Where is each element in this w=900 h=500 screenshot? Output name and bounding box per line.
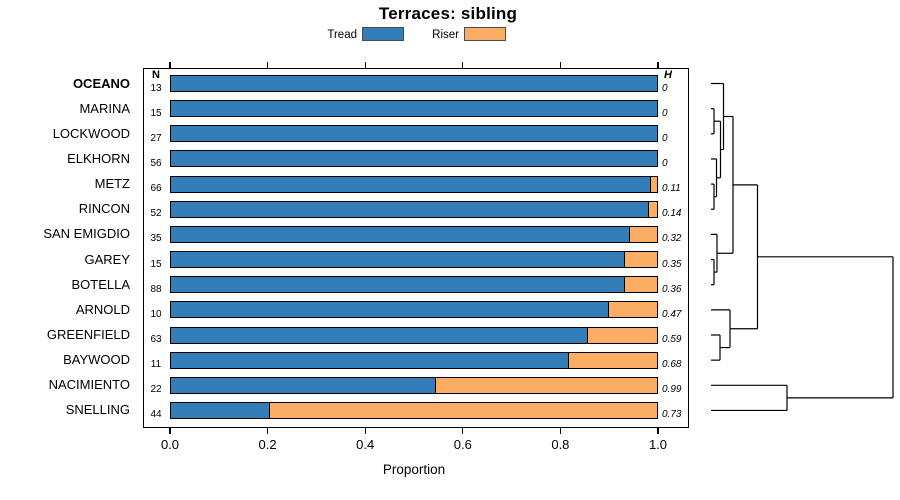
bar-segment-riser <box>567 351 658 369</box>
x-axis-tick-label: 0.4 <box>356 437 375 452</box>
bar-segment-tread <box>170 100 658 118</box>
legend-label-tread: Tread <box>327 29 357 41</box>
category-label: BAYWOOD <box>63 352 130 368</box>
n-value: 15 <box>150 107 162 119</box>
n-column-header: N <box>152 68 160 81</box>
x-axis-tick-label: 0.6 <box>453 437 472 452</box>
h-value: 0.68 <box>662 359 682 371</box>
n-value: 66 <box>150 183 162 195</box>
h-value: 0.59 <box>662 334 682 345</box>
legend-swatch-riser <box>464 27 506 41</box>
category-label: GAREY <box>84 251 130 267</box>
x-axis-tick-top <box>657 61 659 68</box>
n-value: 44 <box>150 409 162 421</box>
n-value: 11 <box>150 359 162 371</box>
h-value: 0.36 <box>662 283 682 295</box>
x-axis-tick-top <box>364 61 366 68</box>
category-label: SAN EMIGDIO <box>43 226 130 242</box>
bar-segment-tread <box>170 125 658 143</box>
category-label: ELKHORN <box>67 150 130 166</box>
chart-title: Terraces: sibling <box>378 4 518 23</box>
h-value: 0.32 <box>662 233 682 245</box>
h-value: 0.99 <box>662 384 682 396</box>
x-axis-tick-bottom <box>364 427 366 434</box>
category-label: GREENFIELD <box>46 327 130 342</box>
h-value: 0.35 <box>662 258 682 270</box>
category-label: MARINA <box>79 100 130 116</box>
x-axis-tick-top <box>266 61 269 68</box>
h-value: 0.11 <box>662 183 681 195</box>
x-axis-tick-label: 1.0 <box>648 437 668 452</box>
n-value: 27 <box>150 132 162 144</box>
n-value: 35 <box>150 233 162 245</box>
h-value: 0.73 <box>662 409 682 421</box>
x-axis-tick-bottom <box>657 427 659 434</box>
h-value: 0 <box>662 107 668 119</box>
x-axis-tick-label: 0.0 <box>160 437 180 452</box>
bar-segment-riser <box>649 175 658 193</box>
bar-segment-tread <box>170 150 658 168</box>
legend-label-riser: Riser <box>432 29 459 41</box>
x-axis-tick-label: 0.8 <box>551 437 570 452</box>
bar-segment-riser <box>628 225 658 243</box>
n-value: 52 <box>150 208 162 220</box>
x-axis-tick-label: 0.2 <box>258 437 277 452</box>
category-label: ARNOLD <box>75 301 130 317</box>
category-label: BOTELLA <box>71 276 130 292</box>
bar-segment-riser <box>434 376 658 394</box>
n-value: 88 <box>150 283 162 295</box>
bar-segment-tread <box>170 75 658 92</box>
h-value: 0 <box>662 82 668 94</box>
n-value: 10 <box>150 308 162 320</box>
h-column-header: H <box>664 68 672 81</box>
category-label: SNELLING <box>65 402 130 418</box>
bar-segment-riser <box>623 276 658 294</box>
n-value: 63 <box>150 334 162 345</box>
category-label: METZ <box>94 176 130 192</box>
category-label: LOCKWOOD <box>52 125 130 141</box>
category-label: NACIMIENTO <box>48 377 130 393</box>
x-axis-tick-top <box>169 61 171 68</box>
x-axis-tick-bottom <box>169 427 171 434</box>
x-axis-tick-bottom <box>462 427 464 434</box>
x-axis-tick-bottom <box>559 427 562 434</box>
x-axis-tick-bottom <box>266 427 269 434</box>
x-axis-tick-top <box>559 61 562 68</box>
x-axis-label: Proportion <box>382 462 446 477</box>
bar-segment-riser <box>623 251 658 269</box>
n-value: 22 <box>150 384 162 396</box>
h-value: 0 <box>662 132 668 144</box>
bar-segment-riser <box>647 200 658 218</box>
h-value: 0.47 <box>662 308 682 320</box>
bar-segment-riser <box>268 401 658 419</box>
n-value: 13 <box>150 82 162 94</box>
category-label: OCEANO <box>72 75 130 91</box>
bar-segment-riser <box>607 301 658 319</box>
x-axis-tick-top <box>462 61 464 68</box>
category-label: RINCON <box>78 201 130 217</box>
n-value: 56 <box>150 157 162 169</box>
h-value: 0.14 <box>662 208 682 220</box>
legend-swatch-tread <box>362 27 404 41</box>
bar-segment-riser <box>586 326 658 344</box>
h-value: 0 <box>662 157 668 169</box>
n-value: 15 <box>150 258 162 270</box>
